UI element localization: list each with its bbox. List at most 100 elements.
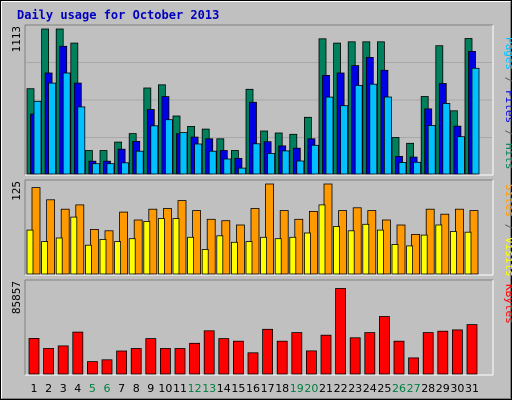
day-label-6: 6 bbox=[104, 382, 111, 395]
legend-entry: Visits bbox=[503, 237, 512, 277]
bar-sites-day-20 bbox=[303, 232, 311, 275]
bar-sites-day-22 bbox=[333, 226, 341, 275]
legend-entry: / bbox=[503, 217, 512, 237]
bar-kbytes-day-19 bbox=[291, 332, 303, 375]
bar-pages-day-19 bbox=[296, 160, 305, 175]
bar-pages-day-13 bbox=[208, 150, 217, 175]
day-label-13: 13 bbox=[202, 382, 216, 395]
legend-entry: Sites bbox=[503, 184, 512, 217]
bar-sites-day-14 bbox=[216, 235, 224, 275]
bar-sites-day-4 bbox=[70, 216, 78, 275]
day-label-4: 4 bbox=[74, 382, 81, 395]
bar-kbytes-day-1 bbox=[28, 337, 40, 375]
day-label-22: 22 bbox=[334, 382, 348, 395]
bar-sites-day-18 bbox=[274, 238, 282, 275]
bar-kbytes-day-12 bbox=[189, 342, 201, 375]
day-label-15: 15 bbox=[231, 382, 245, 395]
day-label-29: 29 bbox=[436, 382, 450, 395]
bar-sites-day-1 bbox=[26, 229, 34, 275]
bar-kbytes-day-8 bbox=[130, 348, 142, 375]
bar-kbytes-day-20 bbox=[305, 350, 317, 375]
bar-kbytes-day-14 bbox=[218, 338, 230, 375]
bar-sites-day-15 bbox=[230, 241, 238, 275]
legend-entry: Pages bbox=[503, 37, 512, 70]
bar-kbytes-day-10 bbox=[159, 348, 171, 375]
bar-pages-day-1 bbox=[33, 100, 42, 175]
bar-kbytes-day-24 bbox=[364, 332, 376, 375]
bar-kbytes-day-5 bbox=[87, 361, 98, 375]
bar-pages-day-24 bbox=[369, 83, 378, 175]
bar-pages-day-11 bbox=[179, 132, 188, 175]
bar-pages-day-23 bbox=[354, 85, 363, 175]
day-label-21: 21 bbox=[319, 382, 333, 395]
panel-middle-max-label: 125 bbox=[10, 181, 23, 201]
bar-sites-day-13 bbox=[201, 249, 209, 275]
legend-entry: KBytes bbox=[503, 284, 512, 324]
day-label-9: 9 bbox=[147, 382, 154, 395]
day-label-30: 30 bbox=[450, 382, 464, 395]
bar-kbytes-day-21 bbox=[320, 334, 332, 375]
bar-kbytes-day-26 bbox=[393, 340, 405, 375]
bar-kbytes-day-11 bbox=[174, 348, 186, 375]
day-label-8: 8 bbox=[133, 382, 140, 395]
bar-pages-day-5 bbox=[92, 163, 100, 175]
day-label-14: 14 bbox=[217, 382, 231, 395]
bar-sites-day-23 bbox=[347, 230, 355, 275]
bar-pages-day-28 bbox=[427, 125, 436, 175]
day-label-20: 20 bbox=[304, 382, 318, 395]
bar-sites-day-3 bbox=[55, 237, 63, 275]
bar-pages-day-8 bbox=[135, 150, 144, 175]
panel-bottom-legend: KBytes bbox=[503, 284, 512, 324]
bar-kbytes-day-31 bbox=[466, 324, 478, 375]
day-label-17: 17 bbox=[261, 382, 275, 395]
panel-top-max-label: 1113 bbox=[10, 26, 23, 53]
bar-sites-day-16 bbox=[245, 241, 253, 275]
bar-kbytes-day-22 bbox=[335, 288, 347, 375]
bar-kbytes-day-27 bbox=[408, 357, 420, 375]
bar-pages-day-2 bbox=[48, 82, 56, 175]
day-label-10: 10 bbox=[158, 382, 172, 395]
bar-sites-day-29 bbox=[435, 224, 443, 275]
bar-kbytes-day-9 bbox=[145, 338, 157, 375]
legend-entry: Hits bbox=[503, 143, 512, 170]
bar-visits-day-2 bbox=[46, 199, 55, 275]
bar-pages-day-14 bbox=[223, 158, 232, 175]
day-label-3: 3 bbox=[60, 382, 67, 395]
bar-kbytes-day-30 bbox=[451, 329, 463, 375]
chart-title: Daily usage for October 2013 bbox=[17, 8, 219, 22]
bar-pages-day-3 bbox=[62, 72, 71, 175]
bar-pages-day-31 bbox=[471, 67, 480, 175]
day-label-31: 31 bbox=[465, 382, 479, 395]
day-label-5: 5 bbox=[89, 382, 96, 395]
bar-kbytes-day-18 bbox=[276, 340, 288, 375]
day-label-26: 26 bbox=[392, 382, 406, 395]
panel-bottom-background bbox=[25, 280, 493, 375]
legend-entry: / bbox=[503, 123, 512, 143]
day-label-12: 12 bbox=[188, 382, 202, 395]
legend-entry: Files bbox=[503, 90, 512, 123]
panel-bottom-max-label: 85857 bbox=[10, 281, 23, 314]
day-label-24: 24 bbox=[363, 382, 377, 395]
bar-sites-day-24 bbox=[362, 223, 370, 275]
bar-kbytes-day-16 bbox=[247, 352, 259, 375]
bar-visits-day-13 bbox=[206, 218, 216, 275]
bar-kbytes-day-2 bbox=[43, 348, 54, 375]
day-label-25: 25 bbox=[377, 382, 391, 395]
bar-pages-day-22 bbox=[340, 105, 349, 175]
bar-pages-day-7 bbox=[121, 162, 129, 175]
day-label-7: 7 bbox=[118, 382, 125, 395]
bar-pages-day-16 bbox=[252, 143, 261, 175]
bar-kbytes-day-29 bbox=[437, 330, 449, 375]
legend-entry: / bbox=[503, 70, 512, 90]
bar-kbytes-day-4 bbox=[72, 331, 84, 375]
bar-kbytes-day-15 bbox=[232, 340, 244, 375]
bar-sites-day-27 bbox=[406, 245, 414, 275]
bar-sites-day-6 bbox=[99, 238, 107, 275]
bar-pages-day-30 bbox=[456, 136, 465, 175]
bar-sites-day-9 bbox=[143, 220, 151, 275]
panel-middle-legend: Sites / Visits bbox=[503, 184, 512, 277]
bar-sites-day-2 bbox=[41, 241, 48, 275]
bar-sites-day-28 bbox=[420, 234, 428, 275]
bar-kbytes-day-6 bbox=[101, 359, 113, 375]
